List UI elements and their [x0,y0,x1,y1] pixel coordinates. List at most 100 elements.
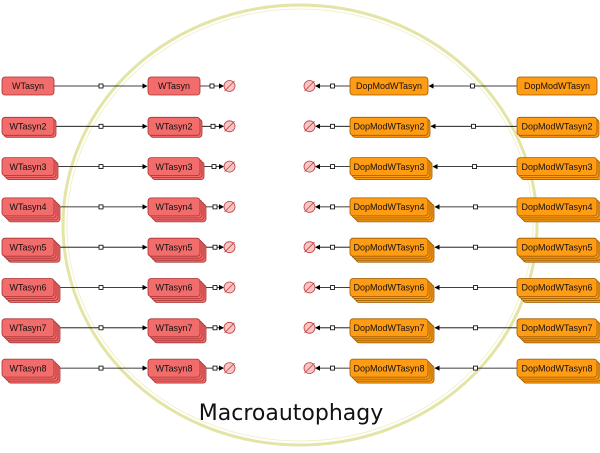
dop-source-6[interactable]: DopModWTasyn6 [516,278,600,303]
dop-process-1[interactable] [470,83,475,89]
dop-target-1-label: DopModWTasyn [356,81,422,91]
wt-arrow-deg-8 [219,365,224,371]
dop-target-7-label: DopModWTasyn7 [353,323,424,333]
dop-process-2[interactable] [471,123,476,129]
dop-target-7[interactable]: DopModWTasyn7 [349,318,435,344]
wt-source-5[interactable]: WTasyn5 [1,237,61,263]
wt-arrow-deg-7 [219,325,224,331]
dop-target-3[interactable]: DopModWTasyn3 [349,157,433,181]
wt-process-6[interactable] [98,285,104,290]
dop-process-7[interactable] [473,325,478,331]
dop-target-6[interactable]: DopModWTasyn6 [349,278,435,303]
dop-arrow-deg-6 [315,284,320,291]
dop-source-8[interactable]: DopModWTasyn8 [516,358,600,384]
dop-arrow-deg-1 [315,83,320,89]
dop-deg-process-6[interactable] [330,285,335,290]
wt-arrow-main-5 [142,244,148,250]
wt-source-1[interactable]: WTasyn [1,76,55,96]
wt-source-8[interactable]: WTasyn8 [1,358,61,384]
wt-target-3-box [147,157,201,177]
wt-source-7[interactable]: WTasyn7 [1,318,61,344]
wt-arrow-deg-4 [219,204,224,210]
dop-source-7[interactable]: DopModWTasyn7 [516,318,600,344]
wt-target-7[interactable]: WTasyn7 [147,318,207,344]
dop-deg-process-4[interactable] [330,204,335,210]
sink-slash [224,362,235,374]
wt-process-3[interactable] [98,164,104,170]
wt-deg-process-3[interactable] [211,164,217,170]
wt-target-8[interactable]: WTasyn8 [147,358,207,384]
wt-source-4-label: WTasyn4 [9,202,46,212]
dop-source-6-label: DopModWTasyn6 [521,283,592,293]
wt-source-2-label: WTasyn2 [9,122,46,132]
wt-target-4[interactable]: WTasyn4 [147,197,207,223]
dop-process-8[interactable] [473,365,478,371]
wt-target-3-label: WTasyn3 [155,162,192,172]
dop-source-5[interactable]: DopModWTasyn5 [516,237,600,263]
wt-deg-process-6[interactable] [212,285,218,290]
wt-arrow-deg-2 [219,123,224,129]
dop-source-3-label: DopModWTasyn3 [521,162,592,172]
dop-target-8[interactable]: DopModWTasyn8 [349,358,435,384]
wt-target-2-box [147,116,201,136]
dop-deg-process-3[interactable] [330,164,335,170]
wt-deg-process-4[interactable] [212,204,218,210]
wt-process-7[interactable] [98,325,104,331]
dop-target-2[interactable]: DopModWTasyn2 [349,116,431,138]
wt-target-1-label: WTasyn [158,81,190,91]
wt-source-2[interactable]: WTasyn2 [1,116,57,138]
wt-sink-3 [223,160,236,173]
dop-process-4[interactable] [473,204,478,210]
wt-target-1[interactable]: WTasyn [147,76,201,96]
wt-arrow-main-7 [142,325,148,331]
wt-target-2[interactable]: WTasyn2 [147,116,203,138]
wt-deg-process-2[interactable] [210,123,216,129]
sink-slash [224,282,235,293]
dop-target-8-box [349,358,429,378]
dop-target-4[interactable]: DopModWTasyn4 [349,197,435,223]
dop-source-7-label: DopModWTasyn7 [521,323,592,333]
dop-arrow-deg-4 [315,204,320,210]
sink-slash [304,362,315,374]
dop-target-5[interactable]: DopModWTasyn5 [349,237,435,263]
wt-process-2[interactable] [98,123,104,129]
dop-deg-process-2[interactable] [330,123,335,129]
wt-source-4[interactable]: WTasyn4 [1,197,61,223]
wt-target-6[interactable]: WTasyn6 [147,278,207,303]
dop-source-1[interactable]: DopModWTasyn [516,76,598,96]
dop-process-5[interactable] [473,244,478,250]
dop-sink-1 [303,80,316,92]
dop-source-3[interactable]: DopModWTasyn3 [516,157,600,180]
wt-process-5[interactable] [98,244,104,250]
dop-deg-process-7[interactable] [330,325,335,331]
wt-sink-8 [223,362,236,375]
wt-process-1[interactable] [98,83,104,89]
dop-target-3-box [349,157,429,177]
wt-deg-process-8[interactable] [212,365,218,371]
wt-process-8[interactable] [98,365,104,371]
dop-source-2[interactable]: DopModWTasyn2 [516,116,600,138]
wt-source-3[interactable]: WTasyn3 [1,157,59,181]
wt-source-8-label: WTasyn8 [9,363,46,373]
dop-deg-process-1[interactable] [330,83,335,89]
dop-deg-process-5[interactable] [330,244,335,250]
compartment-boundary-inner [66,8,534,442]
wt-target-5[interactable]: WTasyn5 [147,237,207,263]
wt-deg-process-1[interactable] [209,83,215,89]
dop-process-6[interactable] [473,285,478,290]
wt-target-3[interactable]: WTasyn3 [147,157,205,181]
sink-slash [304,161,315,172]
dop-source-4[interactable]: DopModWTasyn4 [516,197,600,223]
dop-target-1[interactable]: DopModWTasyn [349,76,429,96]
sink-slash [224,241,235,253]
dop-deg-process-8[interactable] [330,365,335,371]
wt-source-6[interactable]: WTasyn6 [1,278,61,303]
dop-sink-5 [303,241,316,254]
wt-deg-process-7[interactable] [212,325,218,331]
wt-deg-process-5[interactable] [212,244,218,250]
dop-process-3[interactable] [472,164,477,170]
wt-arrow-deg-3 [219,164,224,170]
dop-sink-4 [303,200,316,213]
wt-process-4[interactable] [98,204,104,210]
dop-arrow-deg-7 [315,325,320,331]
